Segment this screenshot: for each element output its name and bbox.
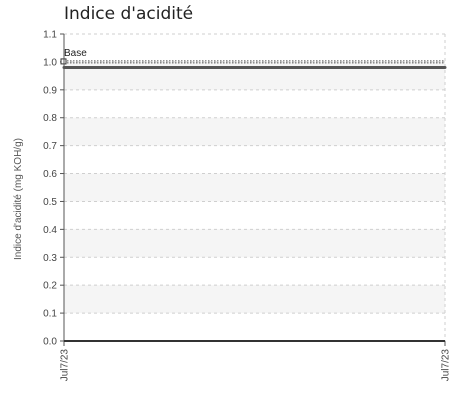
chart-title: Indice d'acidité xyxy=(64,4,194,24)
grid-band xyxy=(64,285,445,314)
series-point xyxy=(443,65,447,69)
y-tick-label: 0.1 xyxy=(43,309,57,320)
y-tick-label: 0.0 xyxy=(43,337,57,348)
y-tick-label: 0.8 xyxy=(43,113,57,124)
y-axis-label: Indice d'acidité (mg KOH/g) xyxy=(13,138,24,260)
x-tick-label: Jul7/23 xyxy=(441,349,449,382)
reference-label: Base xyxy=(64,48,87,59)
y-tick-label: 0.3 xyxy=(43,253,57,264)
y-tick-label: 1.0 xyxy=(43,57,57,68)
x-tick-label: Jul7/23 xyxy=(60,349,71,382)
y-tick-label: 0.2 xyxy=(43,281,57,292)
y-tick-label: 0.5 xyxy=(43,197,57,208)
grid-band xyxy=(64,173,445,202)
y-tick-label: 0.7 xyxy=(43,141,57,152)
grid-band xyxy=(64,117,445,146)
y-tick-label: 0.4 xyxy=(43,225,57,236)
y-tick-label: 0.9 xyxy=(43,85,57,96)
y-tick-label: 1.1 xyxy=(43,30,57,41)
y-tick-label: 0.6 xyxy=(43,169,57,180)
grid-band xyxy=(64,229,445,258)
